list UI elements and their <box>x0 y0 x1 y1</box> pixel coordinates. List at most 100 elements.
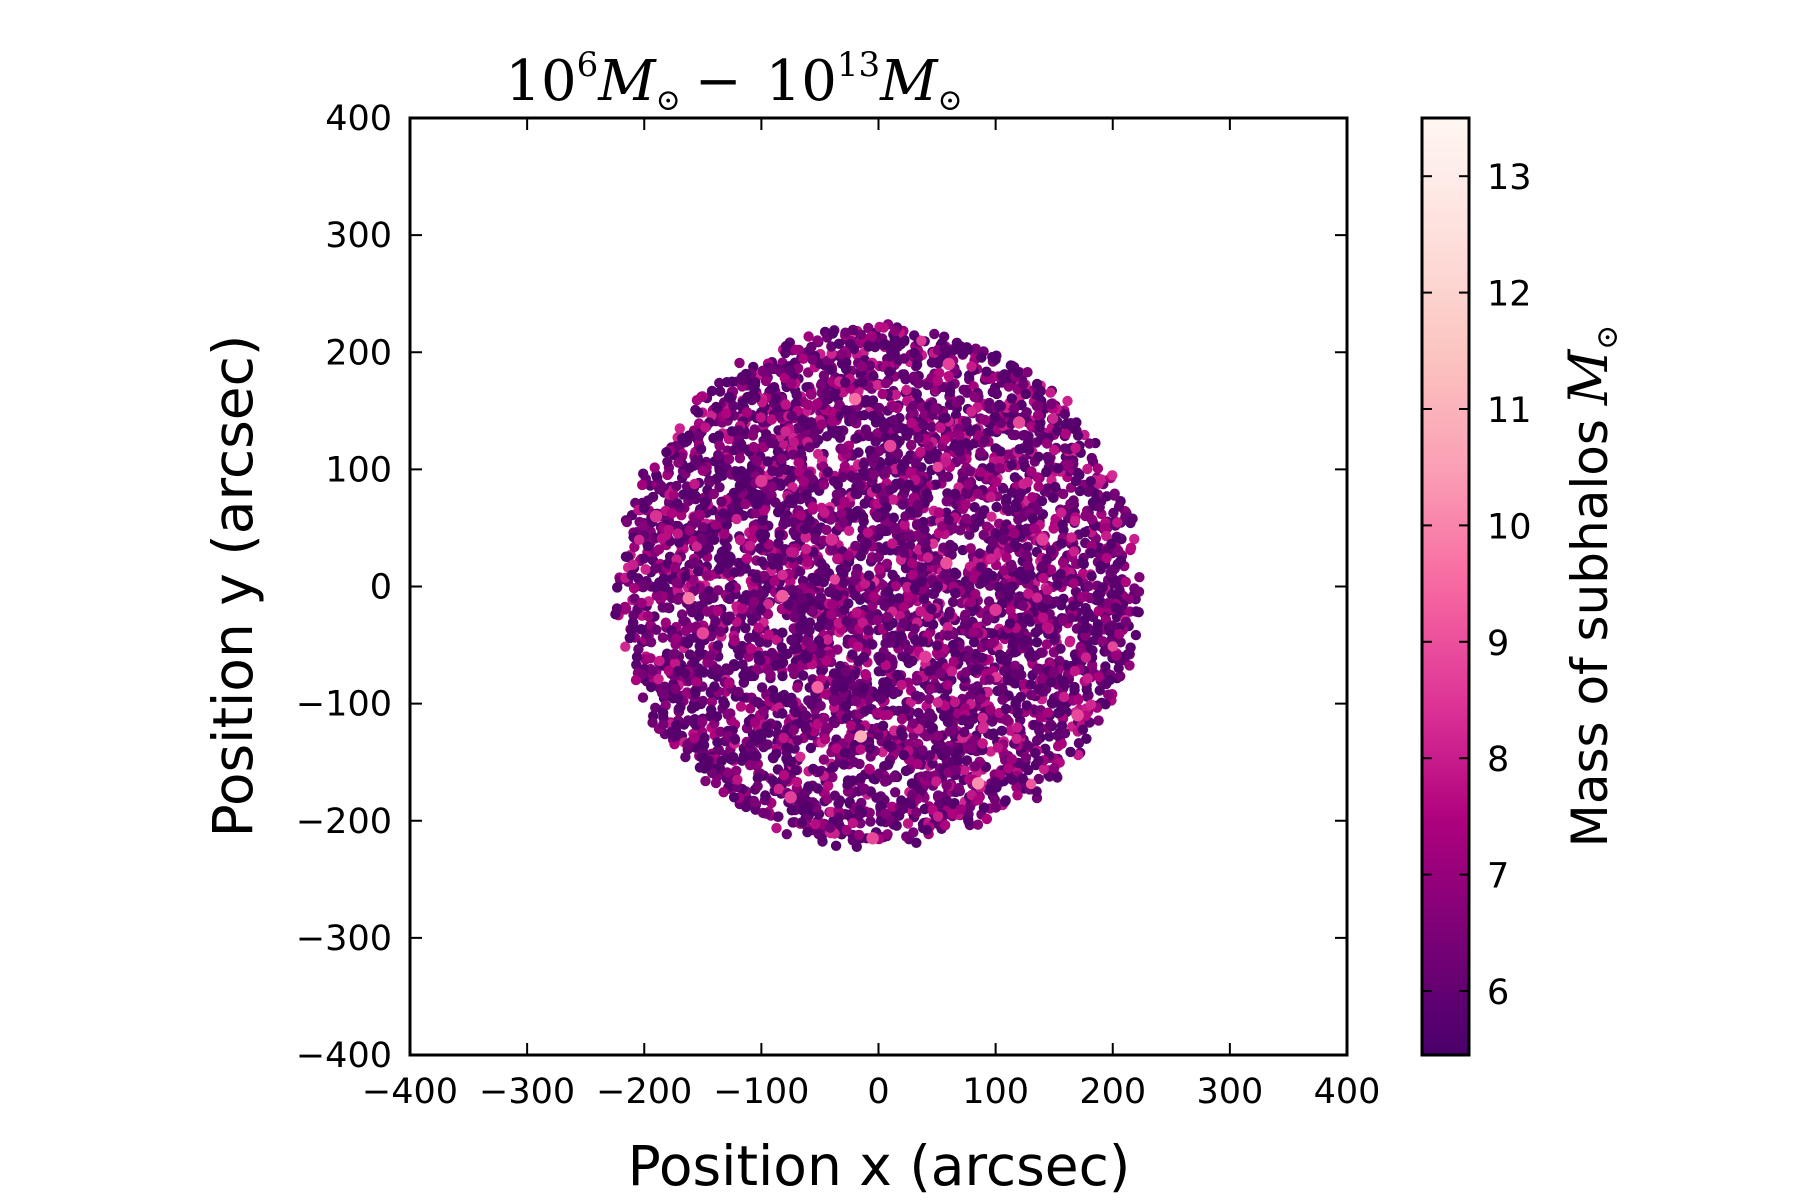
scatter-point <box>947 808 958 819</box>
scatter-point <box>1010 660 1021 671</box>
scatter-point <box>733 425 744 436</box>
scatter-point <box>957 348 969 360</box>
scatter-point <box>856 361 868 372</box>
scatter-point <box>1093 715 1104 726</box>
scatter-point <box>918 593 930 605</box>
scatter-point <box>1009 403 1020 414</box>
scatter-point <box>733 686 744 698</box>
scatter-point <box>738 670 749 681</box>
scatter-point <box>810 819 821 830</box>
scatter-point <box>949 696 961 708</box>
scatter-point <box>981 521 993 532</box>
scatter-point <box>1108 507 1119 519</box>
scatter-point <box>827 544 839 555</box>
scatter-point <box>1044 731 1055 742</box>
scatter-point <box>1059 728 1071 739</box>
scatter-point <box>780 399 791 410</box>
scatter-point <box>1085 548 1097 559</box>
scatter-point <box>821 431 833 442</box>
scatter-point <box>807 501 818 513</box>
scatter-point <box>874 564 885 575</box>
scatter-point <box>795 751 806 762</box>
scatter-point <box>977 738 988 749</box>
scatter-point <box>1124 660 1135 671</box>
scatter-point <box>929 328 940 340</box>
scatter-point <box>620 641 631 652</box>
scatter-point <box>1092 626 1103 637</box>
scatter-point <box>940 820 951 831</box>
scatter-point <box>939 434 950 445</box>
scatter-point <box>812 398 823 409</box>
scatter-point <box>912 758 923 770</box>
scatter-point <box>712 640 724 651</box>
scatter-point <box>669 658 681 669</box>
scatter-point <box>911 837 922 848</box>
scatter-point <box>1120 576 1132 588</box>
scatter-point <box>938 471 949 483</box>
scatter-point <box>847 414 859 425</box>
scatter-point <box>721 377 733 388</box>
scatter-point <box>981 366 992 377</box>
scatter-point <box>1125 542 1137 553</box>
scatter-point <box>1103 597 1114 609</box>
scatter-point <box>1038 612 1049 623</box>
scatter-point <box>751 751 762 762</box>
scatter-point <box>911 674 923 685</box>
scatter-point <box>659 581 670 592</box>
scatter-point <box>917 745 928 756</box>
scatter-point <box>1003 381 1014 392</box>
scatter-point <box>923 666 935 677</box>
scatter-point <box>836 508 847 519</box>
scatter-point <box>798 670 809 681</box>
scatter-point <box>745 643 757 654</box>
scatter-point <box>754 729 765 740</box>
scatter-point <box>850 589 861 601</box>
scatter-point <box>711 711 723 722</box>
scatter-point <box>947 596 959 608</box>
scatter-point <box>862 527 874 538</box>
scatter-point <box>998 525 1010 537</box>
scatter-point <box>985 553 997 564</box>
scatter-point <box>776 453 787 464</box>
scatter-point <box>818 754 830 765</box>
scatter-point <box>718 508 729 519</box>
scatter-point <box>695 443 707 455</box>
scatter-point <box>858 652 869 663</box>
scatter-point <box>662 602 673 613</box>
scatter-point <box>1056 538 1067 549</box>
scatter-point <box>911 359 923 370</box>
scatter-point <box>1058 691 1070 703</box>
scatter-point <box>773 553 784 564</box>
scatter-point <box>933 790 944 801</box>
scatter-point <box>1049 444 1060 456</box>
scatter-point <box>714 377 725 389</box>
scatter-point <box>682 739 693 750</box>
scatter-point <box>964 581 975 592</box>
scatter-point <box>942 630 953 641</box>
scatter-point <box>978 529 989 541</box>
scatter-point <box>909 623 920 634</box>
scatter-point <box>681 687 693 698</box>
scatter-point <box>961 416 972 427</box>
scatter-point <box>1025 689 1037 701</box>
scatter-point <box>947 725 959 737</box>
scatter-point <box>745 760 756 771</box>
scatter-point <box>1083 486 1094 497</box>
scatter-point <box>827 599 838 610</box>
scatter-point <box>842 786 854 797</box>
scatter-point <box>838 577 849 588</box>
scatter-point <box>649 462 660 473</box>
scatter-point <box>898 749 910 761</box>
scatter-point <box>663 665 674 676</box>
scatter-point <box>851 506 862 517</box>
scatter-point <box>899 519 910 530</box>
scatter-point <box>941 496 952 507</box>
scatter-point <box>671 633 682 644</box>
scatter-point <box>1012 790 1023 801</box>
scatter-point <box>1046 398 1057 410</box>
scatter-point <box>775 411 786 423</box>
scatter-point <box>1084 438 1095 449</box>
scatter-point <box>819 712 830 724</box>
scatter-point <box>874 768 885 779</box>
scatter-point <box>815 599 827 611</box>
